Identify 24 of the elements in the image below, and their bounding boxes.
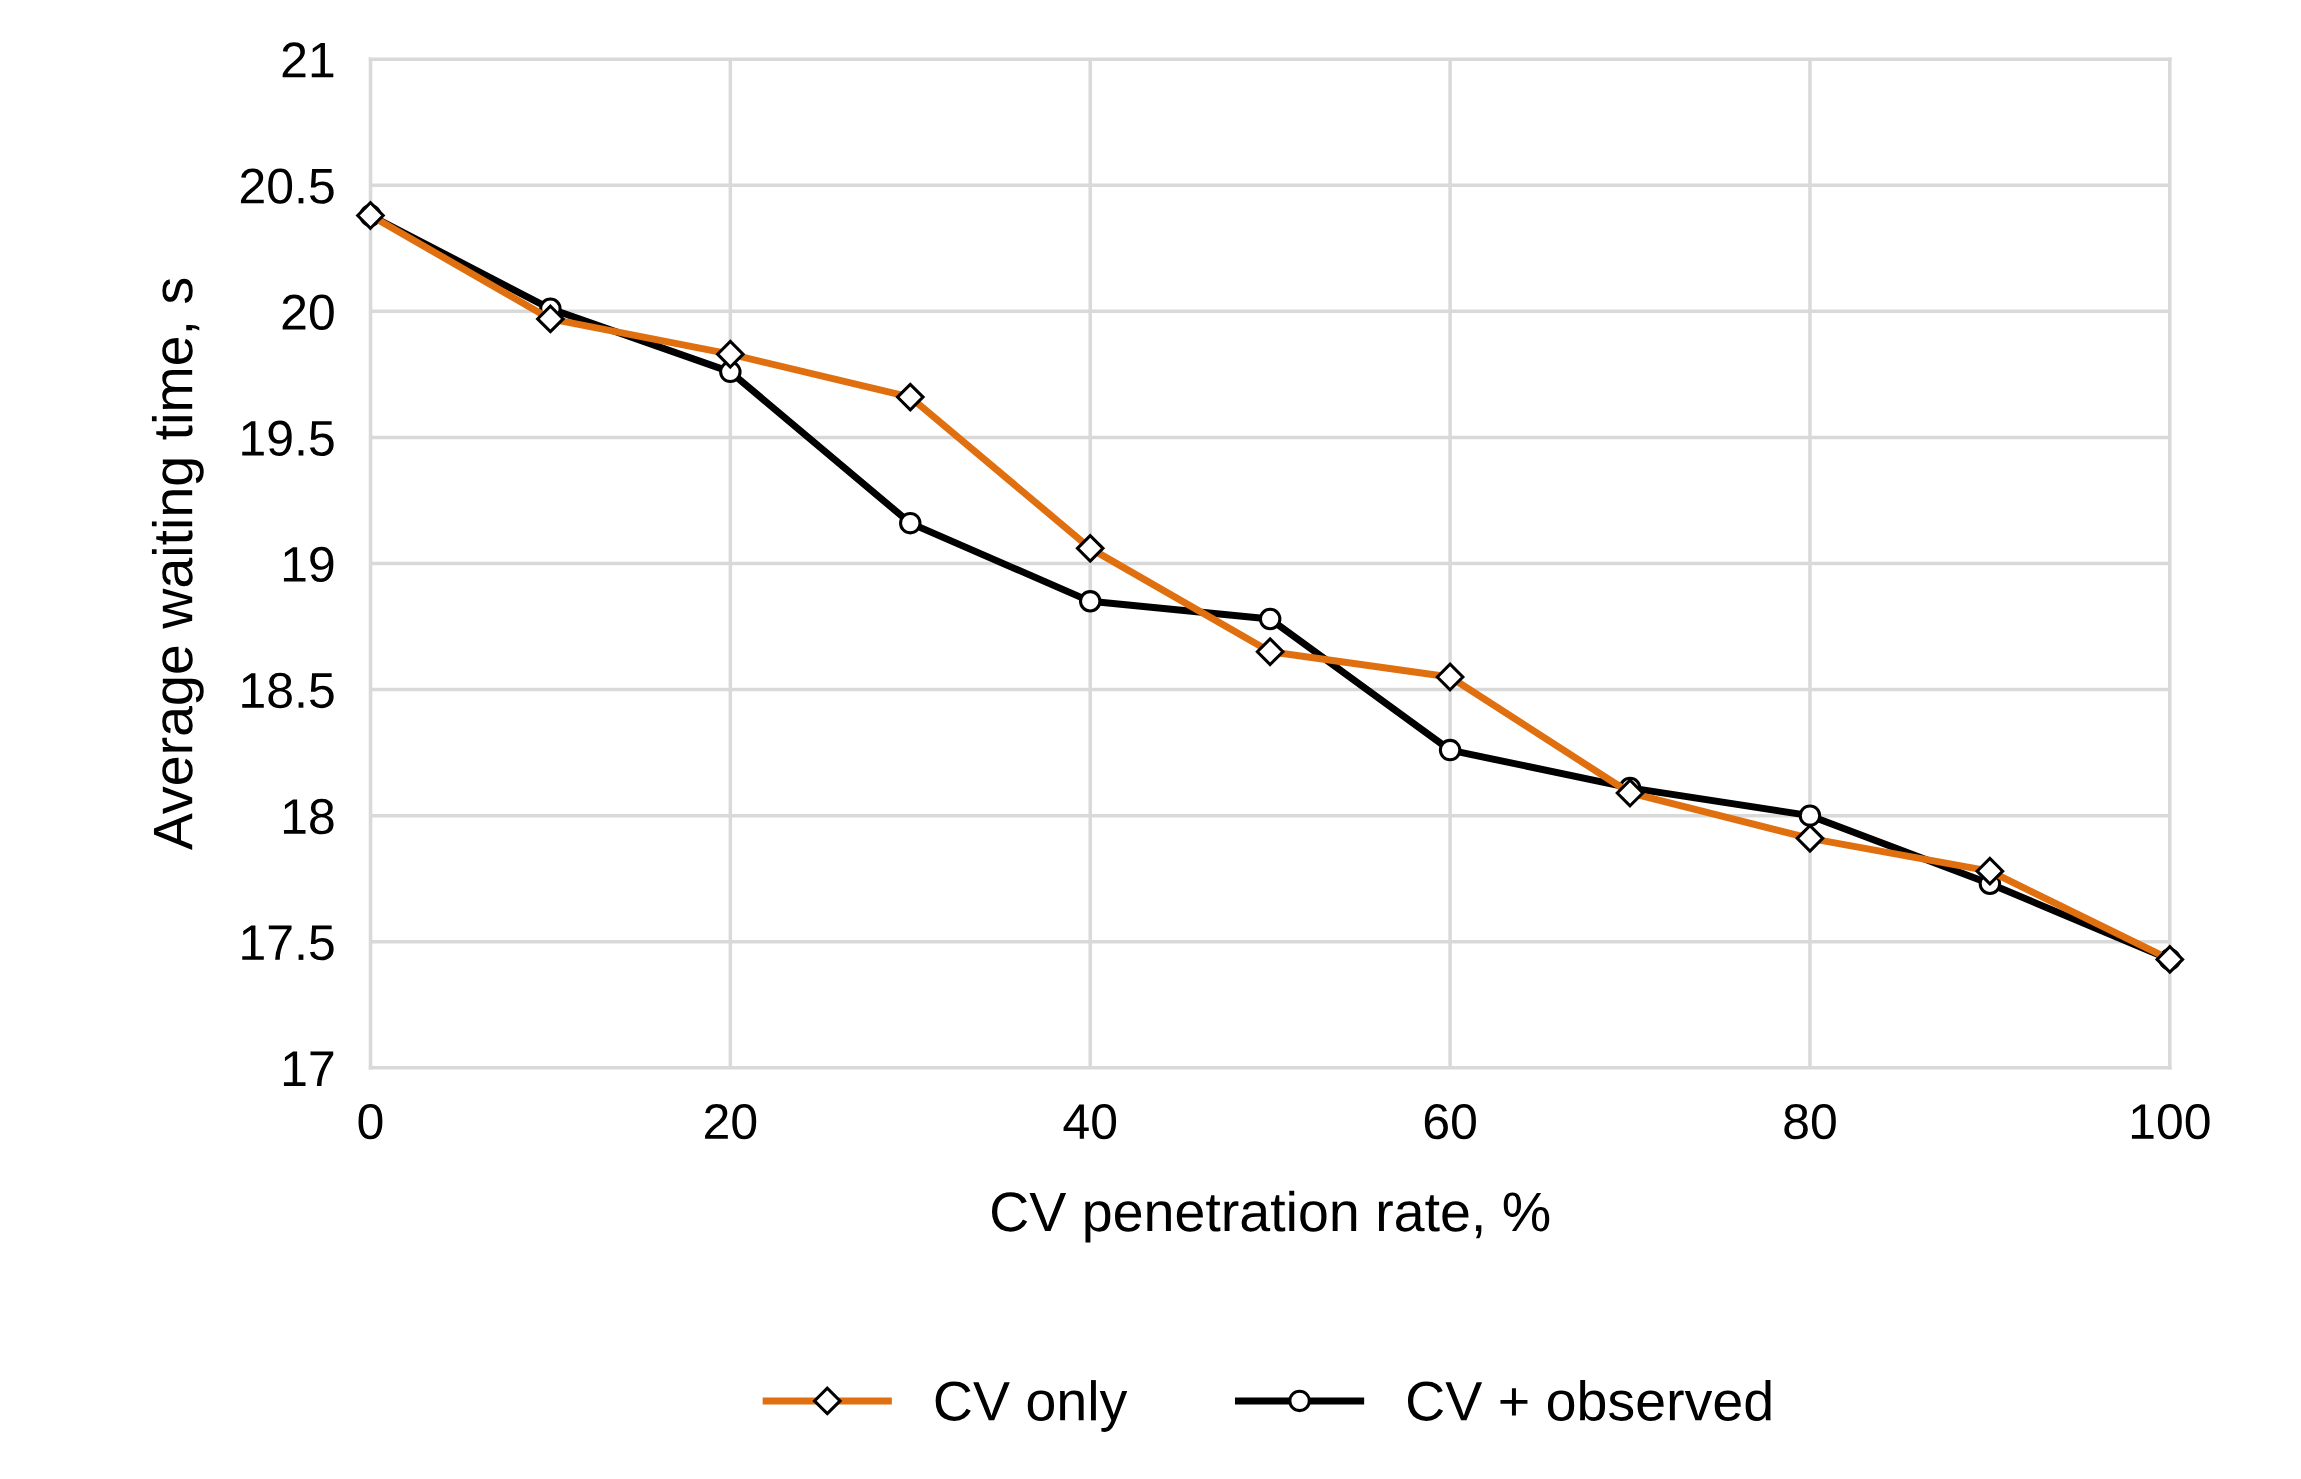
y-tick-label: 18	[283, 798, 334, 835]
x-axis-title: CV penetration rate, %	[991, 1190, 1550, 1243]
point	[1438, 738, 1462, 762]
x-tick-label: 20	[705, 1103, 757, 1140]
y-tick-label: 17.5	[242, 925, 334, 961]
legend-label: CV only	[935, 1380, 1128, 1432]
x-tick-label: 40	[1063, 1103, 1117, 1140]
y-tick-label: 19.5	[242, 420, 334, 457]
legend-label: CV + observed	[1407, 1380, 1771, 1421]
y-tick-label: 21	[282, 42, 334, 78]
y-tick-label: 19	[283, 546, 334, 583]
point	[899, 511, 922, 535]
y-tick-label: 20	[282, 294, 334, 330]
x-tick-label: 100	[2131, 1103, 2210, 1140]
x-tick-label: 60	[1424, 1103, 1476, 1140]
point	[1258, 607, 1282, 631]
point	[1078, 590, 1102, 613]
y-tick-label: 20.5	[240, 168, 334, 204]
y-tick-label: 17	[283, 1051, 334, 1086]
y-axis-title: Average waiting time, s	[151, 278, 204, 851]
x-tick-label: 0	[358, 1103, 383, 1140]
point	[1798, 804, 1822, 827]
x-tick-label: 80	[1784, 1103, 1836, 1140]
y-tick-label: 18.5	[242, 672, 334, 709]
